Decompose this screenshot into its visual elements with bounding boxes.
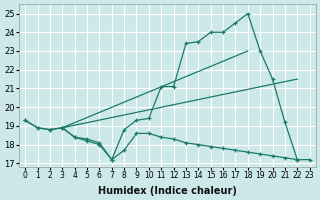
X-axis label: Humidex (Indice chaleur): Humidex (Indice chaleur) — [98, 186, 237, 196]
